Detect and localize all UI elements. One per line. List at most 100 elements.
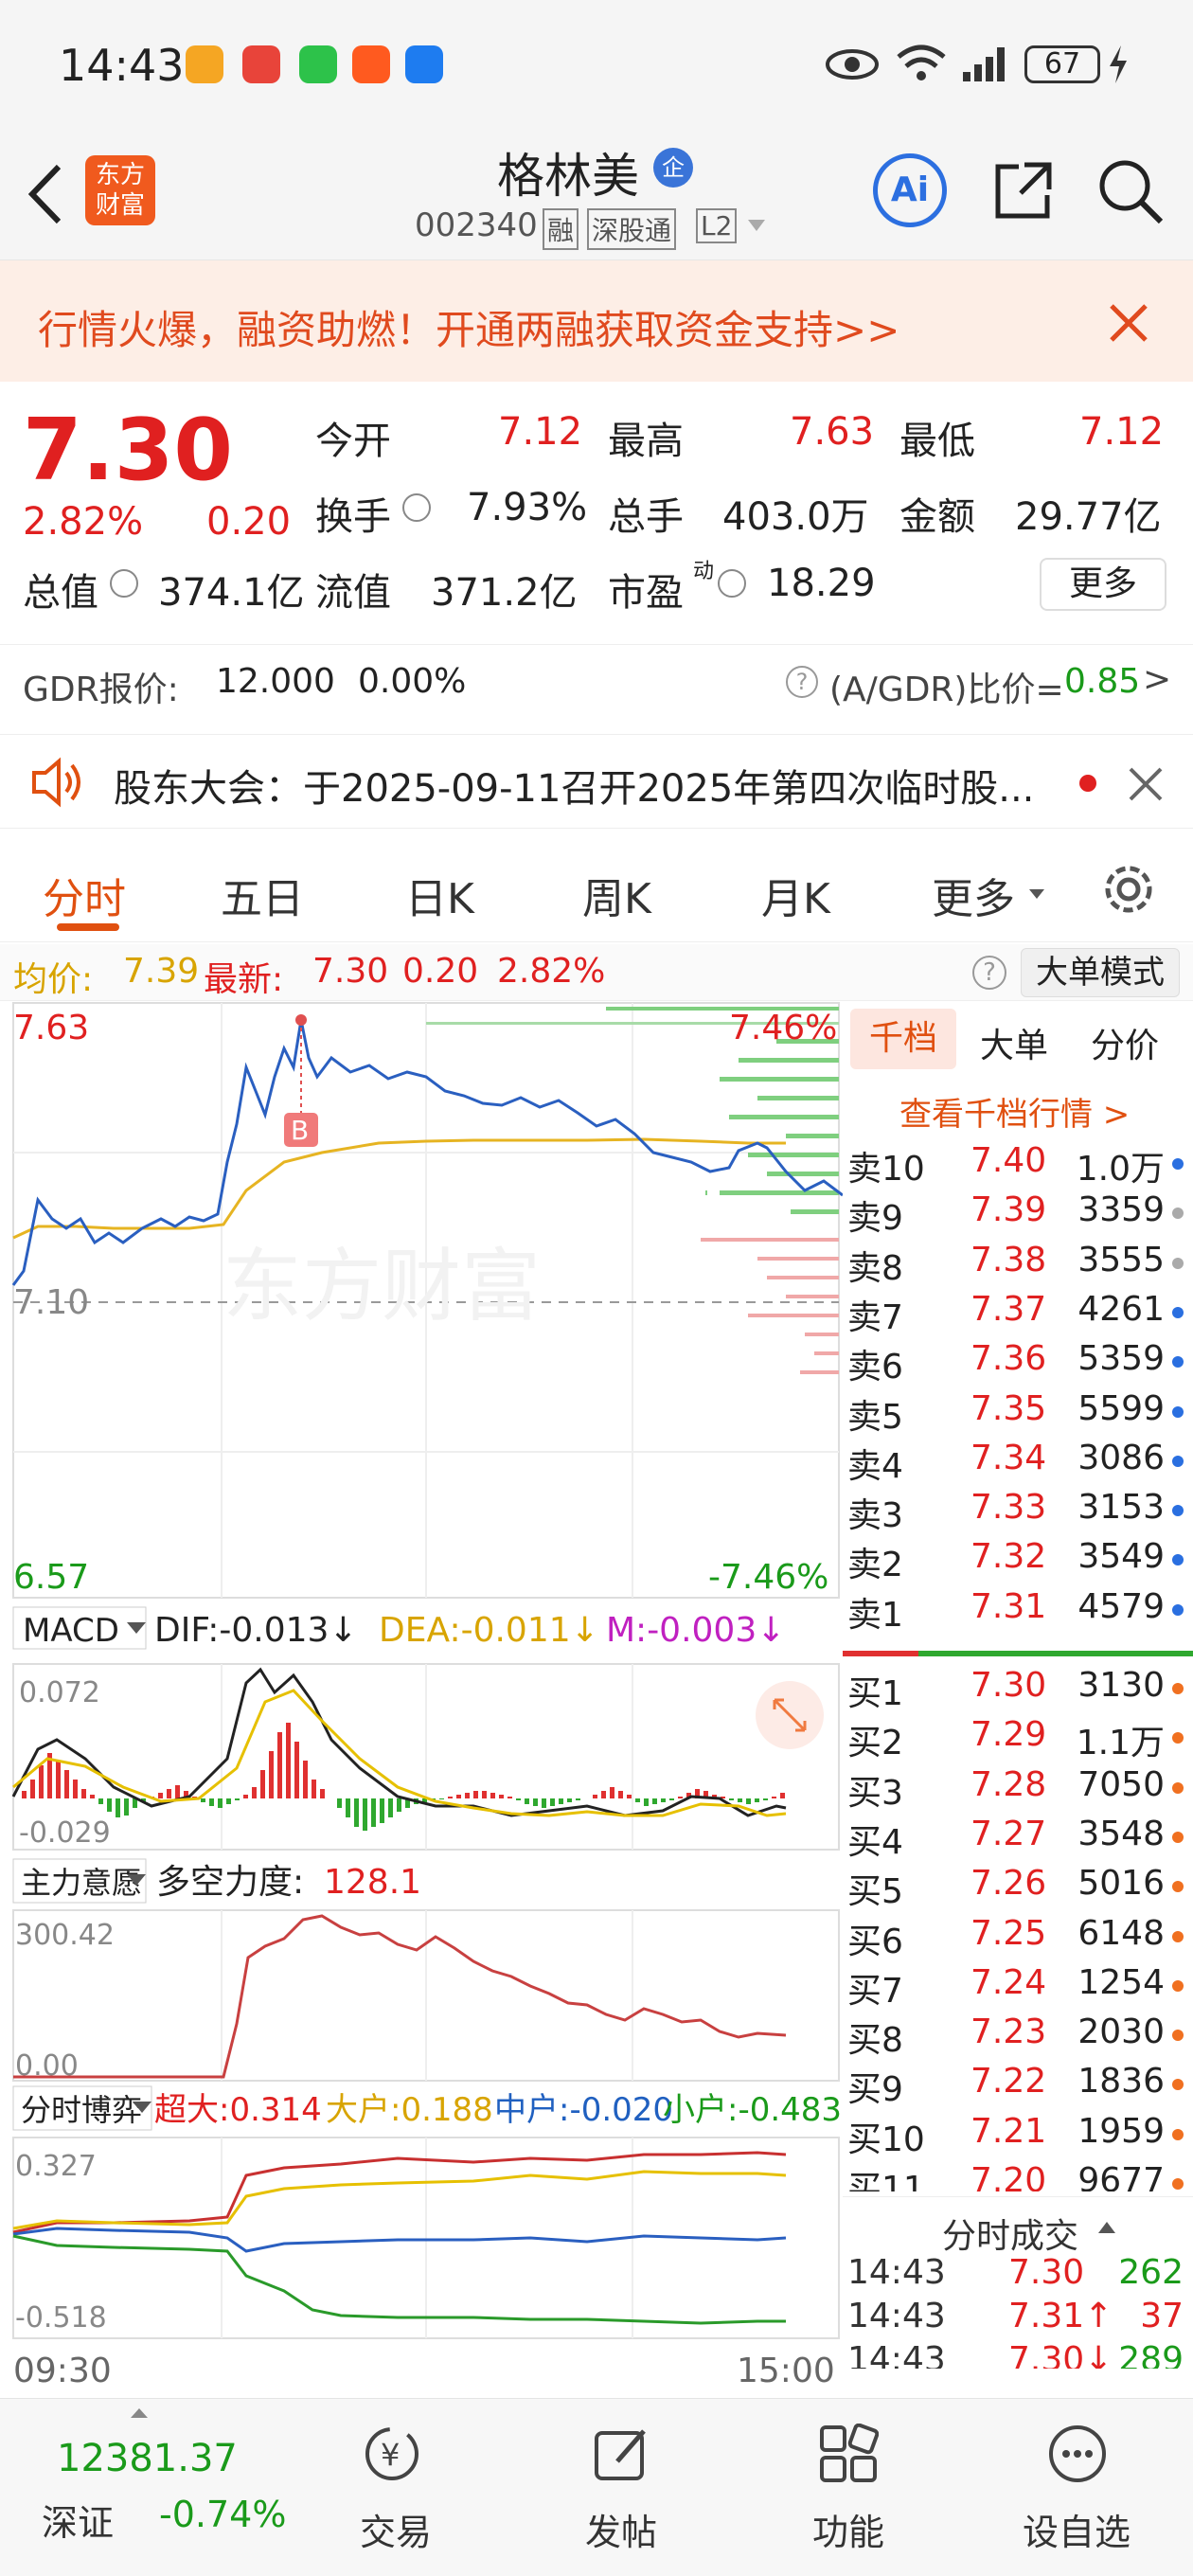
- trade-icon[interactable]: ¥: [362, 2424, 422, 2484]
- order-book-row[interactable]: 买9 7.22 1836: [847, 2062, 1184, 2111]
- tab-intraday[interactable]: 分时: [43, 875, 126, 923]
- order-book-row[interactable]: 买11 7.20 9677: [847, 2161, 1184, 2191]
- macd-histogram: [22, 1723, 785, 1831]
- search-icon[interactable]: [1095, 155, 1166, 227]
- trade-time: 14:43: [847, 2297, 946, 2335]
- dropdown-icon[interactable]: [1027, 887, 1046, 901]
- macd-selector[interactable]: MACD: [23, 1612, 119, 1650]
- order-book-row[interactable]: 买10 7.21 1959: [847, 2112, 1184, 2161]
- level-volume: 3153: [1077, 1488, 1165, 1528]
- order-book-row[interactable]: 卖3 7.33 3153: [847, 1488, 1184, 1537]
- gdr-row[interactable]: GDR报价: 12.000 0.00% ? (A/GDR)比价= 0.85 >: [0, 644, 1193, 720]
- macd-bar: [201, 1798, 205, 1802]
- order-book-row[interactable]: 买1 7.30 3130: [847, 1666, 1184, 1715]
- share-icon[interactable]: [990, 157, 1057, 224]
- order-book-row[interactable]: 买6 7.25 6148: [847, 1914, 1184, 1963]
- main-force-selector[interactable]: 主力意愿: [21, 1865, 142, 1901]
- index-value[interactable]: 12381.37: [57, 2437, 238, 2480]
- caret-up-icon[interactable]: [1096, 2220, 1117, 2235]
- margin-promo-banner[interactable]: 行情火爆，融资助燃！开通两融获取资金支持>>: [0, 260, 1193, 382]
- order-book-row[interactable]: 卖10 7.40 1.0万: [847, 1141, 1184, 1190]
- strength-label: 多空力度:: [156, 1863, 304, 1902]
- nav-watchlist-settings[interactable]: 设自选: [1023, 2512, 1131, 2553]
- dropdown-icon[interactable]: [133, 2102, 151, 2113]
- gdr-change: 0.00%: [358, 662, 467, 701]
- macd-bar: [30, 1780, 35, 1798]
- close-icon[interactable]: [1127, 765, 1165, 803]
- tab-daily-k[interactable]: 日K: [405, 875, 474, 923]
- order-book-row[interactable]: 卖9 7.39 3359: [847, 1190, 1184, 1240]
- order-book-row[interactable]: 卖4 7.34 3086: [847, 1439, 1184, 1488]
- volume-value: 403.0万: [722, 495, 869, 539]
- view-depth-link[interactable]: 查看千档行情 >: [899, 1096, 1131, 1134]
- macd-bar: [380, 1798, 384, 1823]
- wifi-icon: [897, 45, 946, 80]
- notice-text[interactable]: 股东大会：于2025-09-11召开2025年第四次临时股...: [114, 767, 1035, 811]
- order-book-row[interactable]: 买5 7.26 5016: [847, 1864, 1184, 1913]
- order-book-row[interactable]: 卖2 7.32 3549: [847, 1537, 1184, 1586]
- post-icon[interactable]: [591, 2424, 651, 2484]
- order-book-row[interactable]: 卖7 7.37 4261: [847, 1290, 1184, 1339]
- tab-monthly-k[interactable]: 月K: [761, 875, 830, 923]
- tab-more[interactable]: 更多: [932, 875, 1015, 923]
- tab-price-distribution[interactable]: 分价: [1091, 1027, 1160, 1065]
- tab-thousand-levels[interactable]: 千档: [850, 1009, 956, 1069]
- amount-label: 金额: [899, 495, 975, 539]
- dropdown-icon[interactable]: [127, 1622, 146, 1634]
- tab-five-day[interactable]: 五日: [221, 875, 304, 923]
- macd-bar: [90, 1795, 95, 1798]
- last-value: 7.30: [312, 952, 389, 991]
- back-arrow-icon[interactable]: [21, 161, 68, 227]
- order-book-row[interactable]: 卖8 7.38 3555: [847, 1241, 1184, 1290]
- macd-bar: [550, 1798, 555, 1806]
- dropdown-icon[interactable]: [127, 1874, 146, 1886]
- nav-post[interactable]: 发帖: [585, 2512, 658, 2553]
- eastmoney-logo: 东方财富: [85, 155, 155, 225]
- close-icon[interactable]: [1108, 302, 1149, 344]
- order-book-row[interactable]: 买8 7.23 2030: [847, 2012, 1184, 2062]
- trades-title[interactable]: 分时成交: [942, 2217, 1079, 2256]
- level-price: 7.39: [970, 1190, 1047, 1230]
- macd-bar: [175, 1785, 180, 1798]
- index-change[interactable]: -0.74%: [159, 2494, 287, 2535]
- tab-weekly-k[interactable]: 周K: [582, 875, 651, 923]
- order-book-row[interactable]: 买3 7.28 7050: [847, 1765, 1184, 1815]
- price-line: [11, 1019, 844, 1286]
- bottom-navigation: 12381.37 深证 -0.74% ¥ 交易 发帖 功能 设自选: [0, 2398, 1193, 2576]
- chevron-right-icon[interactable]: >: [1143, 660, 1172, 699]
- order-book-row[interactable]: 卖1 7.31 4579: [847, 1587, 1184, 1637]
- ai-assistant-button[interactable]: Ai: [873, 153, 947, 227]
- order-book-row[interactable]: 卖6 7.36 5359: [847, 1339, 1184, 1388]
- gear-icon[interactable]: [1098, 859, 1159, 920]
- nav-functions[interactable]: 功能: [812, 2512, 885, 2553]
- functions-icon[interactable]: [818, 2424, 879, 2484]
- order-book-row[interactable]: 买4 7.27 3548: [847, 1815, 1184, 1864]
- help-icon[interactable]: ?: [786, 666, 818, 698]
- order-book-row[interactable]: 卖5 7.35 5599: [847, 1389, 1184, 1439]
- order-book-row[interactable]: 买2 7.29 1.1万: [847, 1715, 1184, 1764]
- nav-trade[interactable]: 交易: [360, 2512, 433, 2553]
- macd-bar: [780, 1793, 785, 1798]
- big-order-mode-button[interactable]: 大单模式: [1021, 948, 1180, 997]
- intraday-chart-svg[interactable]: 东方财富 B 7.63 7.10 6.57 7.46% -7.46% MACD: [0, 1001, 844, 2393]
- info-icon[interactable]: [402, 493, 431, 522]
- notice-bar[interactable]: 股东大会：于2025-09-11召开2025年第四次临时股...: [0, 734, 1193, 829]
- caret-up-icon[interactable]: [129, 2406, 150, 2420]
- buy-signal-marker[interactable]: [284, 1113, 318, 1147]
- dropdown-icon[interactable]: [746, 218, 767, 233]
- gdr-label: GDR报价:: [23, 671, 179, 709]
- order-book-row[interactable]: 买7 7.24 1254: [847, 1963, 1184, 2012]
- macd-bar: [39, 1765, 44, 1798]
- info-icon[interactable]: [110, 569, 138, 598]
- watchlist-settings-icon[interactable]: [1047, 2424, 1108, 2484]
- intraday-chart-area[interactable]: 东方财富 B 7.63 7.10 6.57 7.46% -7.46% MACD: [0, 1001, 844, 2393]
- help-icon[interactable]: ?: [972, 956, 1006, 990]
- level-label: 卖8: [847, 1248, 903, 1288]
- tab-big-orders[interactable]: 大单: [980, 1027, 1049, 1065]
- more-button[interactable]: 更多: [1040, 558, 1166, 611]
- info-icon[interactable]: [718, 569, 746, 598]
- svg-text:¥: ¥: [381, 2437, 400, 2473]
- game-selector[interactable]: 分时博弈: [21, 2092, 142, 2128]
- banner-text[interactable]: 行情火爆，融资助燃！开通两融获取资金支持>>: [38, 307, 900, 353]
- index-name[interactable]: 深证: [42, 2502, 115, 2544]
